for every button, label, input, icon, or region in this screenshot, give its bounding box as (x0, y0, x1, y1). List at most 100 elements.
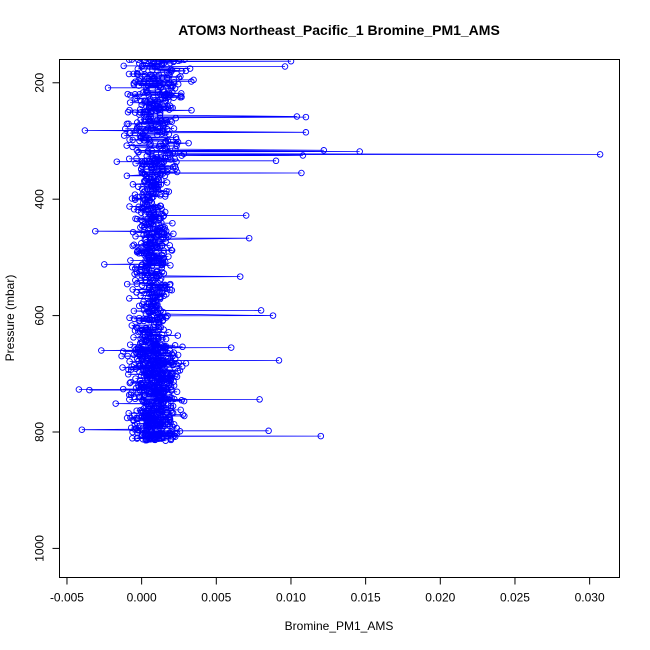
data-point (160, 423, 167, 430)
data-point (155, 336, 162, 343)
data-point (126, 396, 133, 403)
y-tick-label: 600 (33, 305, 47, 325)
data-point (139, 62, 146, 69)
data-point (151, 436, 159, 444)
data-point (130, 307, 138, 315)
data-point (181, 412, 188, 420)
data-point (174, 332, 182, 339)
data-point (173, 361, 180, 368)
data-point (135, 328, 142, 336)
data-point (169, 361, 177, 369)
data-point (131, 196, 139, 203)
data-point (138, 101, 145, 109)
data-point (127, 257, 134, 264)
y-axis-label: Pressure (mbar) (3, 275, 17, 362)
data-point (147, 140, 154, 148)
data-point (167, 156, 175, 163)
data-point (119, 364, 126, 371)
x-tick-label: 0.010 (276, 591, 306, 605)
data-point (146, 316, 153, 323)
data-point (162, 238, 169, 245)
data-point (112, 400, 119, 407)
data-point (140, 317, 148, 325)
data-point (156, 109, 164, 117)
data-point (126, 379, 134, 387)
data-point (131, 327, 139, 334)
data-point (134, 415, 141, 423)
data-point (161, 208, 169, 216)
data-point (158, 163, 166, 171)
data-point (154, 67, 161, 75)
data-point (165, 130, 173, 138)
data-point (169, 149, 176, 157)
data-point (166, 242, 174, 249)
data-point (118, 352, 125, 360)
data-point (145, 281, 153, 289)
data-point (126, 295, 133, 302)
data-point (132, 233, 139, 240)
data-point (168, 118, 175, 126)
data-point (130, 351, 138, 359)
x-axis: -0.005 0.000 0.005 0.010 0.015 0.020 0.025 0.03… (50, 577, 605, 605)
data-point (145, 148, 152, 156)
data-point (173, 388, 181, 396)
data-point (169, 409, 177, 417)
data-point (130, 334, 137, 341)
data-point (129, 435, 136, 442)
data-point (161, 98, 169, 105)
data-point (172, 114, 180, 122)
data-point (135, 149, 142, 156)
data-point (78, 426, 86, 433)
data-point (156, 243, 164, 250)
data-point (160, 292, 168, 299)
data-point (137, 292, 144, 299)
data-point (154, 237, 162, 244)
data-point (170, 378, 177, 385)
data-point (179, 343, 186, 351)
data-point (129, 143, 136, 151)
data-point (169, 433, 177, 440)
data-point (162, 97, 170, 104)
data-point (104, 84, 112, 92)
data-point (124, 108, 132, 116)
data-point (130, 81, 138, 88)
data-point (130, 70, 137, 78)
data-point (162, 335, 170, 343)
data-point (81, 127, 89, 134)
x-axis-label: Bromine_PM1_AMS (285, 619, 394, 633)
data-point (317, 432, 325, 440)
data-point (131, 95, 139, 102)
data-point (154, 127, 161, 135)
data-point (125, 371, 132, 378)
data-point (125, 366, 132, 373)
data-point (596, 151, 604, 158)
data-point (133, 147, 141, 154)
data-point (86, 386, 93, 394)
data-point (123, 280, 131, 288)
data-point (130, 241, 138, 249)
data-point (126, 129, 133, 137)
data-point (148, 166, 155, 173)
data-point (166, 106, 173, 113)
data-point (141, 137, 148, 144)
data-point (127, 378, 134, 386)
data-point (131, 270, 138, 278)
y-tick-label: 800 (33, 422, 47, 442)
data-point (120, 132, 128, 139)
data-point (293, 113, 301, 120)
x-tick-label: 0.030 (575, 591, 605, 605)
data-point (185, 139, 192, 147)
data-point (129, 181, 137, 188)
chart-title: ATOM3 Northeast_Pacific_1 Bromine_PM1_AM… (178, 22, 500, 38)
data-point (164, 165, 172, 172)
data-point (144, 88, 151, 95)
data-point (170, 125, 178, 132)
data-point (150, 258, 157, 266)
data-point (101, 261, 108, 268)
data-point (136, 386, 143, 394)
data-point (167, 262, 174, 269)
data-point (188, 78, 195, 85)
data-point (137, 224, 144, 231)
data-point (128, 322, 136, 329)
data-point (245, 234, 253, 242)
